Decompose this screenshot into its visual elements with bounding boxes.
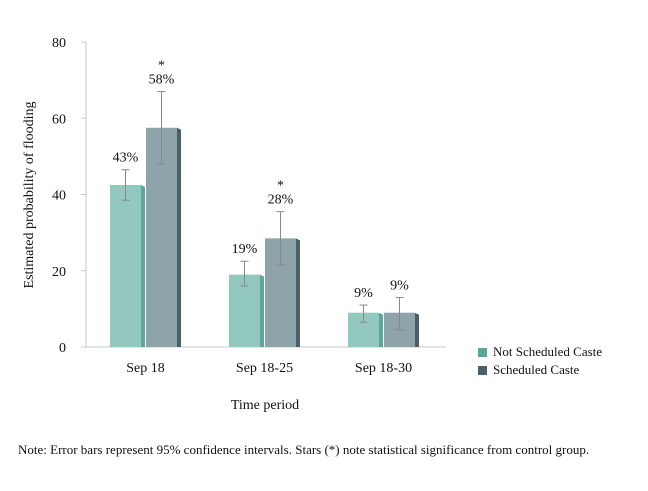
bar-side-not-scheduled-caste	[141, 184, 145, 347]
bar-not-scheduled-caste	[229, 274, 260, 347]
data-label: 58%	[149, 73, 175, 88]
chart-note: Note: Error bars represent 95% confidenc…	[18, 442, 590, 457]
legend-label-not-scheduled-caste: Not Scheduled Caste	[493, 344, 603, 359]
legend-swatch-scheduled-caste	[478, 365, 487, 375]
legend-label-scheduled-caste: Scheduled Caste	[493, 362, 580, 377]
y-tick-label: 0	[59, 341, 66, 356]
x-axis-title: Time period	[231, 398, 299, 413]
significance-star: *	[158, 59, 165, 74]
data-label: 19%	[232, 242, 258, 257]
data-label: 43%	[113, 151, 139, 166]
bar-side-not-scheduled-caste	[260, 274, 264, 347]
data-label: 28%	[268, 193, 294, 208]
y-tick-label: 60	[52, 112, 66, 127]
legend-swatch-not-scheduled-caste	[478, 347, 487, 357]
bar-side-scheduled-caste	[177, 127, 181, 347]
bar-not-scheduled-caste	[110, 184, 141, 347]
bar-side-scheduled-caste	[415, 312, 419, 347]
x-tick-label: Sep 18-30	[355, 361, 412, 376]
bar-side-not-scheduled-caste	[379, 312, 383, 347]
y-axis-title: Estimated probability of flooding	[22, 101, 37, 288]
data-label: 9%	[390, 278, 409, 293]
data-label: 9%	[354, 286, 373, 301]
legend-item-scheduled-caste: Scheduled Caste	[478, 361, 602, 379]
y-tick-label: 80	[52, 36, 66, 51]
y-tick-label: 20	[52, 265, 66, 280]
x-tick-label: Sep 18	[126, 361, 165, 376]
x-tick-label: Sep 18-25	[236, 361, 293, 376]
significance-star: *	[277, 179, 284, 194]
bar-side-scheduled-caste	[296, 238, 300, 347]
legend-item-not-scheduled-caste: Not Scheduled Caste	[478, 343, 602, 361]
chart-legend: Not Scheduled Caste Scheduled Caste	[478, 343, 602, 379]
y-tick-label: 40	[52, 189, 66, 204]
